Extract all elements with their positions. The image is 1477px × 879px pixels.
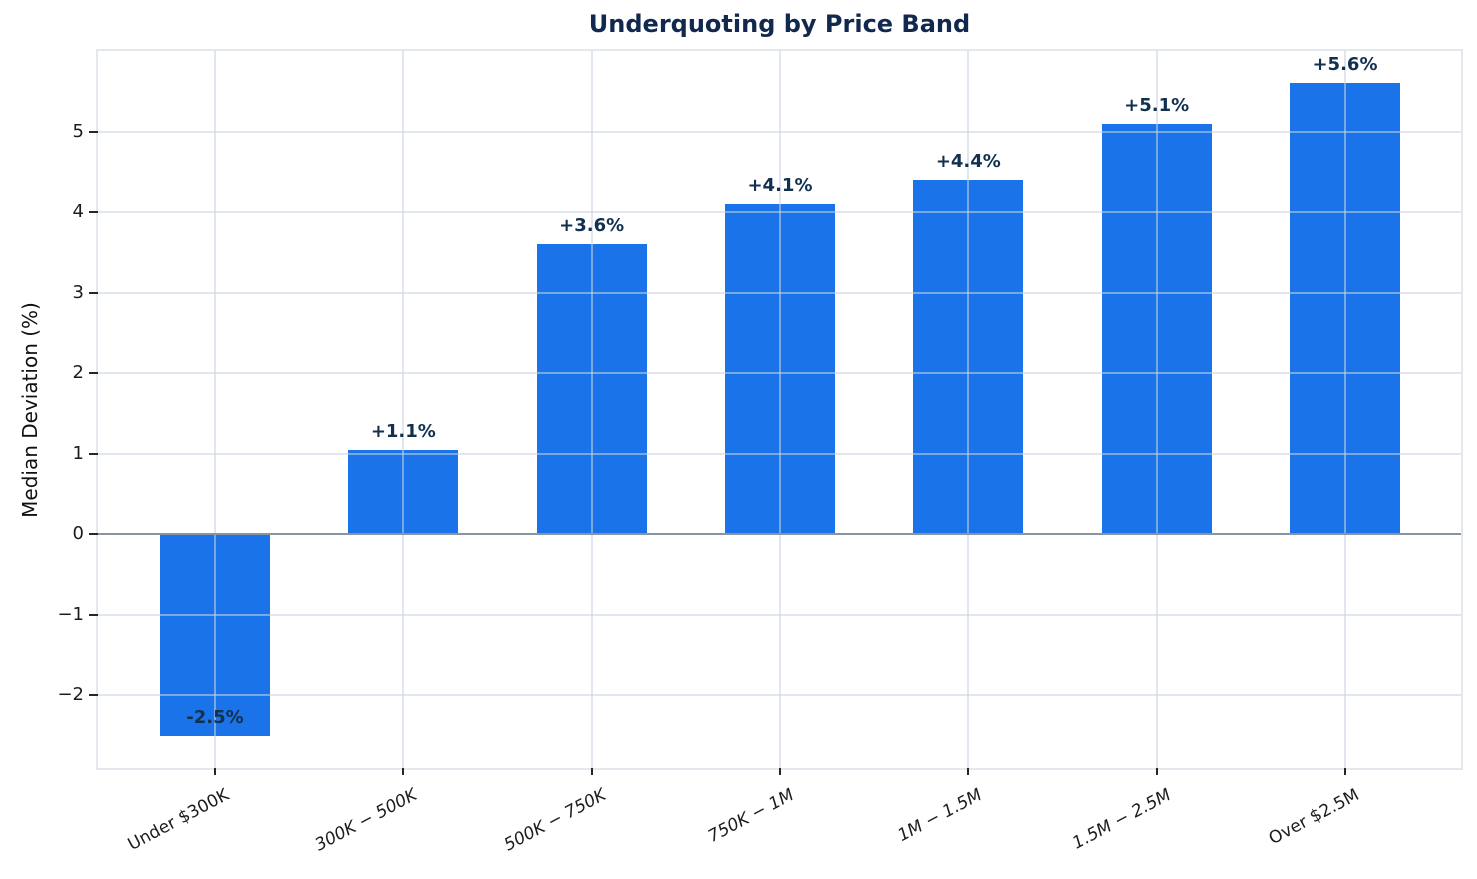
y-tick-mark: [89, 130, 98, 133]
y-tick-mark: [89, 291, 98, 294]
x-tick-label-3: 500K − 750K: [500, 785, 610, 856]
y-tick-label: 0: [72, 523, 84, 545]
bar-value-label: +5.1%: [1124, 94, 1190, 116]
x-tick-label-1: Under $300K: [124, 785, 233, 855]
v-gridline: [967, 51, 970, 768]
y-tick-label: −2: [57, 684, 84, 706]
bar-value-label: +3.6%: [559, 215, 625, 237]
y-tick-mark: [89, 694, 98, 697]
v-gridline: [590, 51, 593, 768]
x-tick-label-4: 750K − 1M: [704, 785, 798, 847]
x-tick-mark: [1343, 768, 1346, 775]
x-tick-mark: [402, 768, 405, 775]
y-tick-mark: [89, 613, 98, 616]
x-tick-mark: [590, 768, 593, 775]
y-tick-mark: [89, 372, 98, 375]
bar-value-label: +4.4%: [935, 150, 1001, 172]
plot-area: −2 −1 0 1 2 3 4 5 Under $300K 300K − 500K 500K − 7…: [57, 49, 1463, 855]
y-axis-label: Median Deviation (%): [18, 302, 42, 518]
v-gridline: [214, 51, 216, 768]
x-tick-mark: [778, 768, 781, 775]
chart-title: Underquoting by Price Band: [588, 10, 971, 38]
bar-value-label: +4.1%: [747, 175, 813, 197]
y-tick-label: −1: [57, 603, 84, 625]
x-tick-label-6: 1.5M − 2.5M: [1068, 785, 1175, 854]
y-tick-label: 2: [72, 362, 84, 384]
x-tick-label-7: Over $2.5M: [1265, 785, 1363, 850]
y-tick-mark: [89, 211, 98, 214]
v-gridline: [778, 51, 781, 768]
y-tick-label: 4: [72, 201, 84, 223]
bar-value-label: +5.6%: [1312, 54, 1378, 76]
v-gridline: [1155, 51, 1158, 768]
v-gridline: [402, 51, 405, 768]
x-tick-mark: [214, 768, 216, 775]
x-tick-label-2: 300K − 500K: [312, 785, 421, 856]
y-tick-label: 1: [72, 442, 84, 464]
y-tick-mark: [89, 452, 98, 455]
x-tick-mark: [1155, 768, 1158, 775]
bar-value-label: +1.1%: [370, 420, 436, 442]
v-gridline: [1343, 51, 1346, 768]
zero-line: [98, 533, 1461, 536]
y-tick-mark: [89, 533, 98, 536]
bar-value-label: -2.5%: [186, 706, 244, 728]
x-tick-mark: [967, 768, 970, 775]
y-tick-label: 5: [72, 120, 84, 142]
y-tick-label: 3: [72, 281, 84, 303]
x-tick-label-5: 1M − 1.5M: [894, 785, 986, 846]
